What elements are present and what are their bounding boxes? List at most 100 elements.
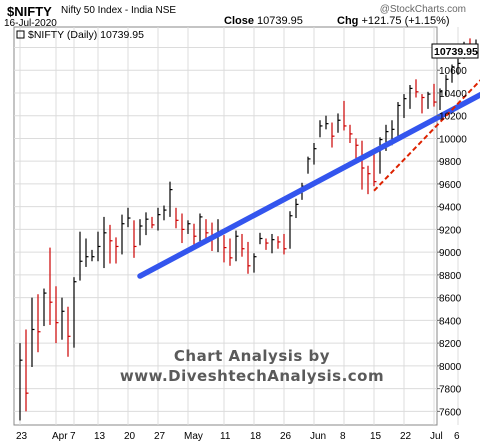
ohlc-bar (397, 102, 401, 137)
x-tick-label: 18 (250, 431, 262, 442)
ohlc-bar (403, 94, 407, 118)
x-tick-label: Jul (430, 431, 443, 442)
x-axis: 23Apr7132027May111826Jun81522Jul613 (16, 431, 460, 442)
ohlc-bar (121, 214, 125, 255)
ohlc-bar (31, 297, 35, 368)
ohlc-bar (85, 238, 89, 267)
ohlc-bar (313, 142, 317, 165)
ohlc-bar (73, 277, 77, 348)
ticker-symbol: $NIFTY (7, 4, 52, 19)
ohlc-bar (415, 79, 419, 98)
ohlc-bar (289, 211, 293, 249)
dashed-channel-line (373, 79, 480, 192)
ohlc-bar (43, 288, 47, 327)
ohlc-bar (187, 220, 191, 234)
chg-label: Chg (337, 15, 359, 27)
ohlc-bar (307, 156, 311, 174)
ohlc-bar (115, 237, 119, 264)
chg-value: +121.75 (+1.15%) (361, 15, 450, 27)
y-tick-label: 8000 (439, 362, 462, 373)
y-tick-label: 8400 (439, 316, 462, 327)
x-tick-label: 13 (94, 431, 106, 442)
ohlc-bar (163, 205, 167, 221)
ohlc-bar (157, 207, 161, 231)
y-tick-label: 10600 (439, 66, 467, 77)
ohlc-bar (349, 124, 353, 143)
ohlc-bar (451, 64, 455, 83)
ohlc-bar (37, 294, 41, 353)
ohlc-bar (343, 100, 347, 131)
x-tick-label: 26 (280, 431, 292, 442)
ohlc-bar (457, 58, 461, 75)
exchange-label: NSE (155, 5, 177, 16)
x-tick-label: 22 (400, 431, 412, 442)
y-tick-label: 10200 (439, 112, 467, 123)
ohlc-bar (97, 231, 101, 262)
ohlc-bar (223, 235, 227, 263)
ohlc-bar (271, 233, 275, 254)
ohlc-bar (373, 153, 377, 187)
close-value: 10739.95 (257, 15, 303, 27)
y-tick-label: 9600 (439, 180, 462, 191)
ohlc-bar (205, 219, 209, 239)
ohlc-bar (139, 219, 143, 246)
credit-line-2: www.DiveshtechAnalysis.com (119, 367, 385, 385)
ohlc-bar (235, 230, 239, 262)
ohlc-bar (49, 247, 53, 325)
x-tick-label: 11 (220, 431, 231, 442)
y-tick-label: 10400 (439, 89, 467, 100)
y-tick-label: 7800 (439, 385, 462, 396)
x-tick-label: 20 (124, 431, 136, 442)
trend-lines (137, 79, 480, 279)
close-readout: Close 10739.95 (224, 15, 303, 27)
ohlc-bar (109, 224, 113, 264)
ohlc-bar (421, 94, 425, 114)
ohlc-bar (175, 207, 179, 229)
x-tick-label: Jun (310, 431, 326, 442)
x-tick-label: 8 (340, 431, 346, 442)
legend-label: $NIFTY (Daily) 10739.95 (28, 29, 144, 41)
ohlc-bar (445, 74, 449, 97)
ohlc-bar (433, 83, 437, 107)
legend-swatch-icon (16, 30, 25, 39)
ohlc-bar (337, 113, 341, 133)
x-tick-label: 7 (70, 431, 76, 442)
ohlc-bar (331, 122, 335, 148)
ohlc-bar (241, 233, 245, 257)
ohlc-bar (283, 233, 287, 255)
ohlc-bar (55, 286, 59, 344)
y-tick-label: 9200 (439, 225, 462, 236)
credit-line-1: Chart Analysis by (173, 347, 331, 365)
ohlc-bar (199, 213, 203, 247)
ohlc-bar (103, 216, 107, 269)
trendline-arrow (137, 91, 480, 279)
y-tick-label: 8200 (439, 339, 462, 350)
ohlc-bar (409, 84, 413, 109)
x-tick-label: May (184, 431, 203, 442)
x-tick-label: 6 (454, 431, 460, 442)
ohlc-bar (361, 140, 365, 190)
ohlc-bar (61, 297, 65, 340)
last-price-tag: 10739.95 (431, 43, 479, 59)
ohlc-bar (169, 181, 173, 217)
instrument-name: Nifty 50 Index - India NSE (61, 5, 176, 16)
close-label: Close (224, 15, 254, 27)
grid (14, 27, 459, 425)
ohlc-bar (151, 216, 155, 229)
ohlc-bar (259, 232, 263, 245)
instrument-label: Nifty 50 Index - India (61, 5, 153, 16)
ohlc-bar (277, 236, 281, 249)
ohlc-bar (295, 198, 299, 219)
ohlc-bar (319, 120, 323, 138)
x-tick-label: 27 (154, 431, 166, 442)
chart-date: 16-Jul-2020 (4, 18, 57, 29)
ohlc-bar (427, 91, 431, 109)
ohlc-bar (229, 238, 233, 266)
ohlc-bar (67, 306, 71, 357)
ohlc-bar (253, 253, 257, 273)
y-tick-label: 9800 (439, 157, 462, 168)
ohlc-bar (181, 213, 185, 244)
ohlc-bar (25, 329, 29, 412)
x-tick-label: 23 (16, 431, 28, 442)
